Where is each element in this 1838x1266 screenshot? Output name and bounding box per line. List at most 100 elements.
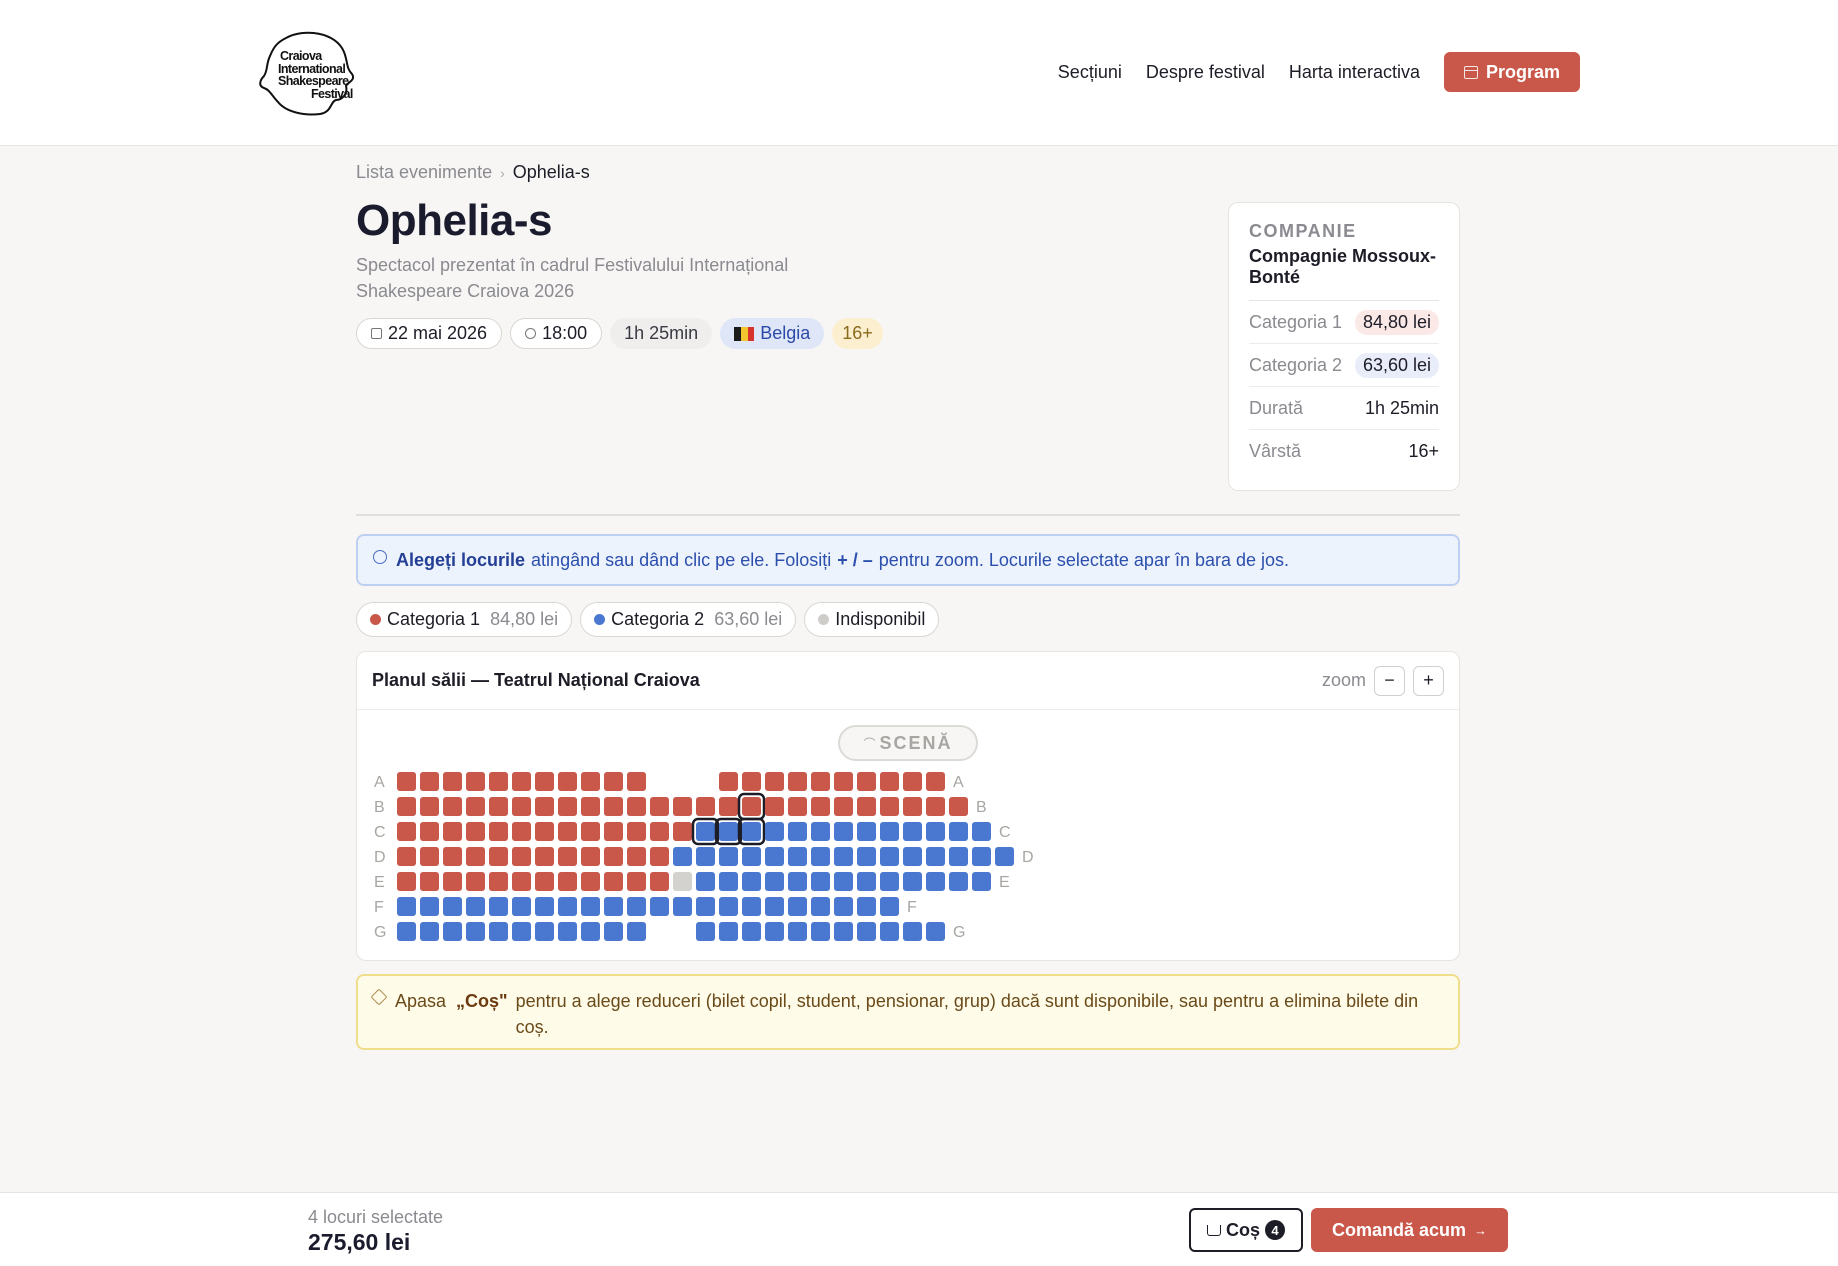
seat-cat1[interactable] bbox=[719, 772, 738, 791]
seat-cat2[interactable] bbox=[857, 897, 876, 916]
seat-cat2[interactable] bbox=[581, 922, 600, 941]
seat-cat1[interactable] bbox=[489, 822, 508, 841]
seat-cat1[interactable] bbox=[650, 822, 669, 841]
seat-cat2[interactable] bbox=[811, 822, 830, 841]
seat-cat1[interactable] bbox=[788, 772, 807, 791]
seat-cat2[interactable] bbox=[811, 922, 830, 941]
seat-cat1[interactable] bbox=[397, 822, 416, 841]
seat-cat1[interactable] bbox=[811, 772, 830, 791]
seat-cat1[interactable] bbox=[443, 822, 462, 841]
seat-cat2[interactable] bbox=[696, 897, 715, 916]
seat-cat1[interactable] bbox=[627, 847, 646, 866]
seat-cat1[interactable] bbox=[443, 847, 462, 866]
seat-cat2[interactable] bbox=[903, 922, 922, 941]
seat-cat1[interactable] bbox=[604, 847, 623, 866]
seat-cat2[interactable] bbox=[903, 872, 922, 891]
seat-cat2[interactable] bbox=[604, 897, 623, 916]
seat-cat2[interactable] bbox=[926, 847, 945, 866]
seat-cat2[interactable] bbox=[903, 822, 922, 841]
seat-cat1[interactable] bbox=[489, 872, 508, 891]
seat-cat2[interactable] bbox=[788, 897, 807, 916]
seat-cat2[interactable] bbox=[880, 822, 899, 841]
seat-cat1[interactable] bbox=[466, 872, 485, 891]
seat-cat1[interactable] bbox=[489, 772, 508, 791]
seat-cat1[interactable] bbox=[604, 872, 623, 891]
seat-cat1[interactable] bbox=[857, 772, 876, 791]
seat-cat2[interactable] bbox=[857, 822, 876, 841]
seat-cat1[interactable] bbox=[420, 872, 439, 891]
seat-cat2[interactable] bbox=[857, 872, 876, 891]
seat-cat2[interactable] bbox=[397, 922, 416, 941]
seat-cat2[interactable] bbox=[788, 822, 807, 841]
seat-cat1[interactable] bbox=[512, 847, 531, 866]
seat-cat1[interactable] bbox=[512, 872, 531, 891]
seat-cat1[interactable] bbox=[489, 797, 508, 816]
seat-cat2[interactable] bbox=[650, 897, 669, 916]
seat-cat1[interactable] bbox=[535, 797, 554, 816]
seat-cat1[interactable] bbox=[420, 797, 439, 816]
nav-about[interactable]: Despre festival bbox=[1145, 61, 1265, 82]
seat-cat1[interactable] bbox=[558, 847, 577, 866]
seat-cat2[interactable] bbox=[558, 922, 577, 941]
seat-cat2[interactable] bbox=[581, 897, 600, 916]
seat-cat2[interactable] bbox=[765, 922, 784, 941]
seat-cat1[interactable] bbox=[512, 772, 531, 791]
seat-cat1[interactable] bbox=[397, 797, 416, 816]
seat-cat2[interactable] bbox=[788, 872, 807, 891]
seat-cat1[interactable] bbox=[627, 772, 646, 791]
seat-cat1[interactable] bbox=[811, 797, 830, 816]
seat-cat1[interactable] bbox=[903, 772, 922, 791]
seat-cat2[interactable] bbox=[558, 897, 577, 916]
seat-cat2[interactable] bbox=[972, 847, 991, 866]
seat-cat2[interactable] bbox=[972, 872, 991, 891]
seat-cat2[interactable] bbox=[926, 822, 945, 841]
seat-cat1[interactable] bbox=[880, 772, 899, 791]
seat-cat2[interactable] bbox=[673, 897, 692, 916]
seat-cat1[interactable] bbox=[834, 797, 853, 816]
seat-cat1[interactable] bbox=[788, 797, 807, 816]
seat-cat1[interactable] bbox=[903, 797, 922, 816]
seat-cat1[interactable] bbox=[466, 797, 485, 816]
seat-cat1[interactable] bbox=[512, 822, 531, 841]
seat-cat1[interactable] bbox=[650, 797, 669, 816]
seat-cat1[interactable] bbox=[604, 822, 623, 841]
cart-button[interactable]: Coș 4 bbox=[1189, 1208, 1303, 1252]
seat-selected[interactable] bbox=[742, 797, 761, 816]
seat-cat2[interactable] bbox=[880, 922, 899, 941]
seat-cat2[interactable] bbox=[489, 922, 508, 941]
seat-cat1[interactable] bbox=[673, 822, 692, 841]
seat-cat1[interactable] bbox=[535, 847, 554, 866]
seat-cat2[interactable] bbox=[765, 822, 784, 841]
seat-selected[interactable] bbox=[696, 822, 715, 841]
seat-cat1[interactable] bbox=[397, 872, 416, 891]
seat-cat2[interactable] bbox=[719, 922, 738, 941]
seat-cat2[interactable] bbox=[788, 922, 807, 941]
breadcrumb-parent[interactable]: Lista evenimente bbox=[356, 162, 493, 182]
seat-selected[interactable] bbox=[742, 822, 761, 841]
seat-cat2[interactable] bbox=[673, 847, 692, 866]
seat-cat2[interactable] bbox=[834, 822, 853, 841]
seat-cat1[interactable] bbox=[420, 847, 439, 866]
seat-cat1[interactable] bbox=[880, 797, 899, 816]
seat-cat1[interactable] bbox=[558, 822, 577, 841]
zoom-out-button[interactable]: − bbox=[1374, 665, 1405, 696]
seat-cat1[interactable] bbox=[765, 772, 784, 791]
seat-cat2[interactable] bbox=[834, 847, 853, 866]
seat-cat2[interactable] bbox=[949, 872, 968, 891]
seat-cat1[interactable] bbox=[604, 772, 623, 791]
seat-cat2[interactable] bbox=[512, 922, 531, 941]
seat-cat1[interactable] bbox=[466, 822, 485, 841]
seat-cat2[interactable] bbox=[765, 872, 784, 891]
seat-cat2[interactable] bbox=[719, 872, 738, 891]
seat-cat2[interactable] bbox=[903, 847, 922, 866]
seat-cat2[interactable] bbox=[834, 922, 853, 941]
seat-cat1[interactable] bbox=[466, 772, 485, 791]
seat-cat2[interactable] bbox=[719, 847, 738, 866]
seat-cat1[interactable] bbox=[535, 822, 554, 841]
seat-cat2[interactable] bbox=[742, 872, 761, 891]
seat-cat2[interactable] bbox=[696, 922, 715, 941]
seat-cat1[interactable] bbox=[719, 797, 738, 816]
seat-cat2[interactable] bbox=[742, 897, 761, 916]
seat-cat1[interactable] bbox=[742, 772, 761, 791]
seat-cat2[interactable] bbox=[397, 897, 416, 916]
